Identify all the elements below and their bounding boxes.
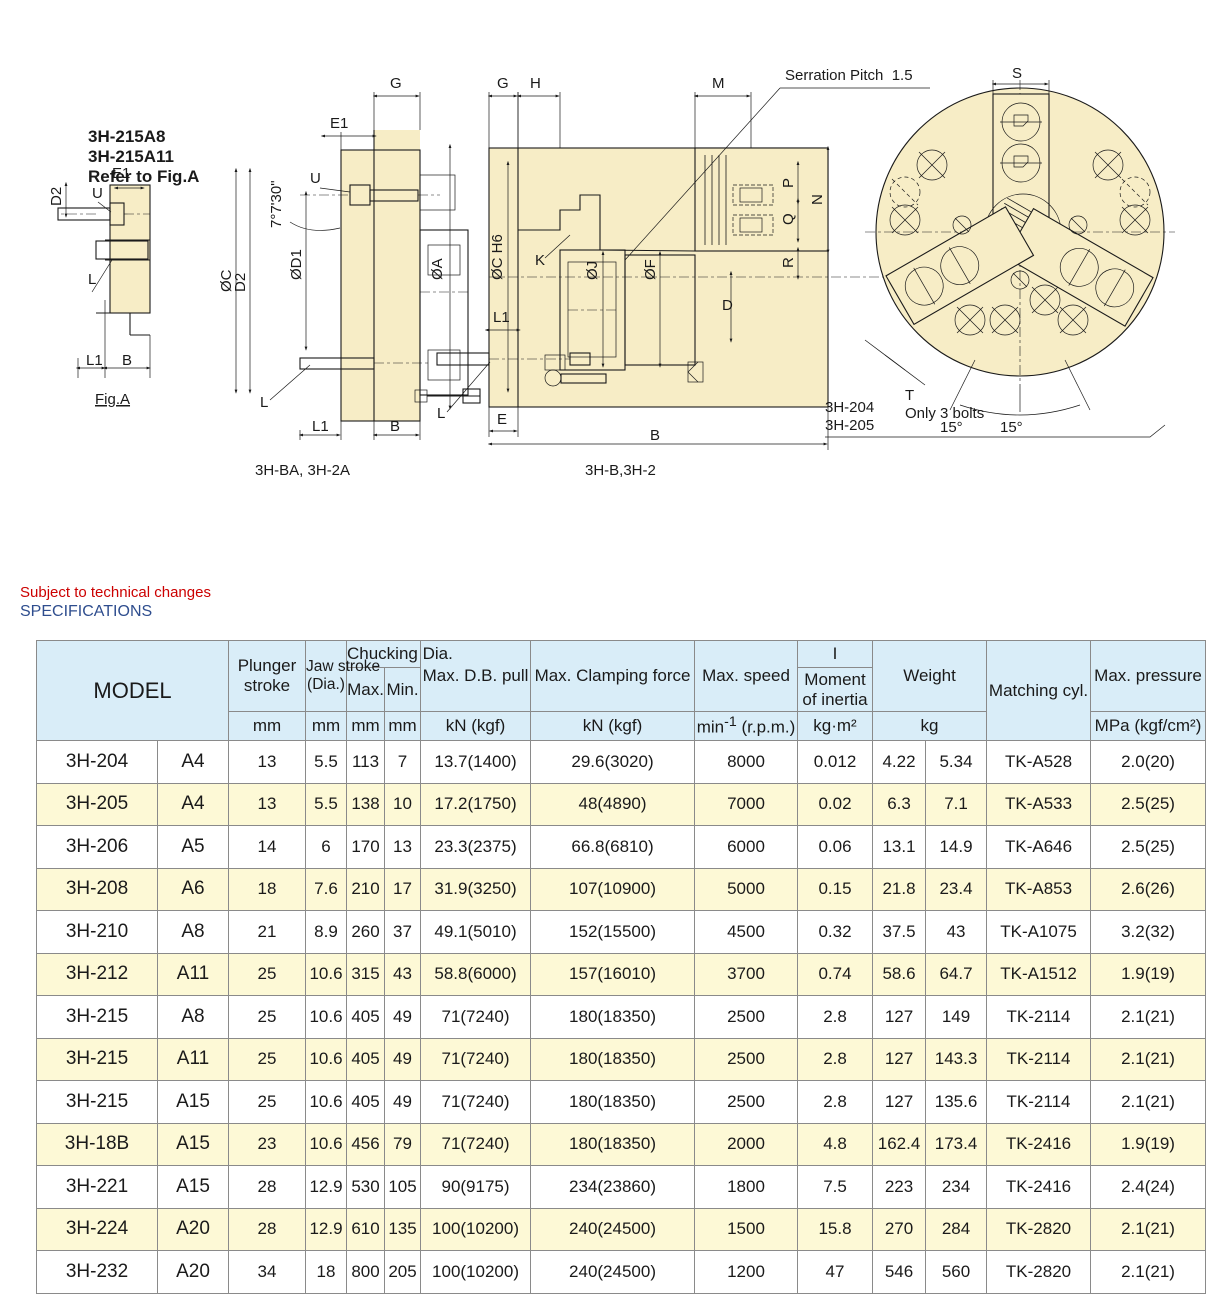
svg-text:K: K bbox=[535, 252, 545, 269]
svg-text:E1: E1 bbox=[330, 115, 348, 132]
svg-text:B: B bbox=[122, 352, 132, 369]
svg-text:L: L bbox=[88, 271, 96, 288]
svg-text:R: R bbox=[780, 257, 797, 268]
svg-text:E1: E1 bbox=[112, 165, 130, 182]
svg-text:D2: D2 bbox=[48, 187, 65, 206]
svg-text:ØC H6: ØC H6 bbox=[489, 234, 506, 280]
svg-text:L1: L1 bbox=[86, 352, 103, 369]
svg-text:S: S bbox=[1012, 65, 1022, 82]
svg-text:ØC: ØC bbox=[218, 269, 235, 292]
svg-text:Serration Pitch 1.5: Serration Pitch 1.5 bbox=[785, 67, 913, 84]
svg-text:ØF: ØF bbox=[642, 259, 659, 280]
svg-text:H: H bbox=[530, 75, 541, 92]
svg-text:3H-BA, 3H-2A: 3H-BA, 3H-2A bbox=[255, 462, 350, 479]
svg-text:3H-215A8: 3H-215A8 bbox=[88, 127, 166, 146]
svg-text:3H-215A11: 3H-215A11 bbox=[88, 147, 174, 166]
svg-text:T: T bbox=[905, 387, 914, 404]
svg-text:E: E bbox=[497, 411, 507, 428]
svg-text:L: L bbox=[260, 394, 268, 411]
svg-text:Refer to Fig.A: Refer to Fig.A bbox=[88, 167, 199, 186]
svg-text:Fig.A: Fig.A bbox=[95, 391, 130, 408]
svg-text:3H-B,3H-2: 3H-B,3H-2 bbox=[585, 462, 656, 479]
svg-text:15°: 15° bbox=[940, 419, 963, 436]
svg-text:L: L bbox=[437, 405, 445, 422]
svg-text:ØJ: ØJ bbox=[584, 261, 601, 280]
svg-text:M: M bbox=[712, 75, 725, 92]
svg-text:P: P bbox=[780, 178, 797, 188]
svg-text:3H-205: 3H-205 bbox=[825, 417, 874, 434]
svg-text:15°: 15° bbox=[1000, 419, 1023, 436]
svg-text:G: G bbox=[390, 75, 402, 92]
svg-text:3H-204: 3H-204 bbox=[825, 399, 874, 416]
svg-text:U: U bbox=[310, 170, 321, 187]
svg-text:ØD1: ØD1 bbox=[288, 249, 305, 280]
svg-text:G: G bbox=[497, 75, 509, 92]
svg-text:N: N bbox=[809, 194, 826, 205]
svg-text:B: B bbox=[650, 427, 660, 444]
svg-text:ØA: ØA bbox=[429, 258, 446, 280]
svg-text:L1: L1 bbox=[493, 309, 510, 326]
svg-text:D: D bbox=[722, 297, 733, 314]
svg-text:7°7'30": 7°7'30" bbox=[268, 180, 285, 228]
svg-text:U: U bbox=[92, 185, 103, 202]
svg-text:B: B bbox=[390, 418, 400, 435]
svg-text:L1: L1 bbox=[312, 418, 329, 435]
svg-text:Q: Q bbox=[780, 213, 797, 225]
